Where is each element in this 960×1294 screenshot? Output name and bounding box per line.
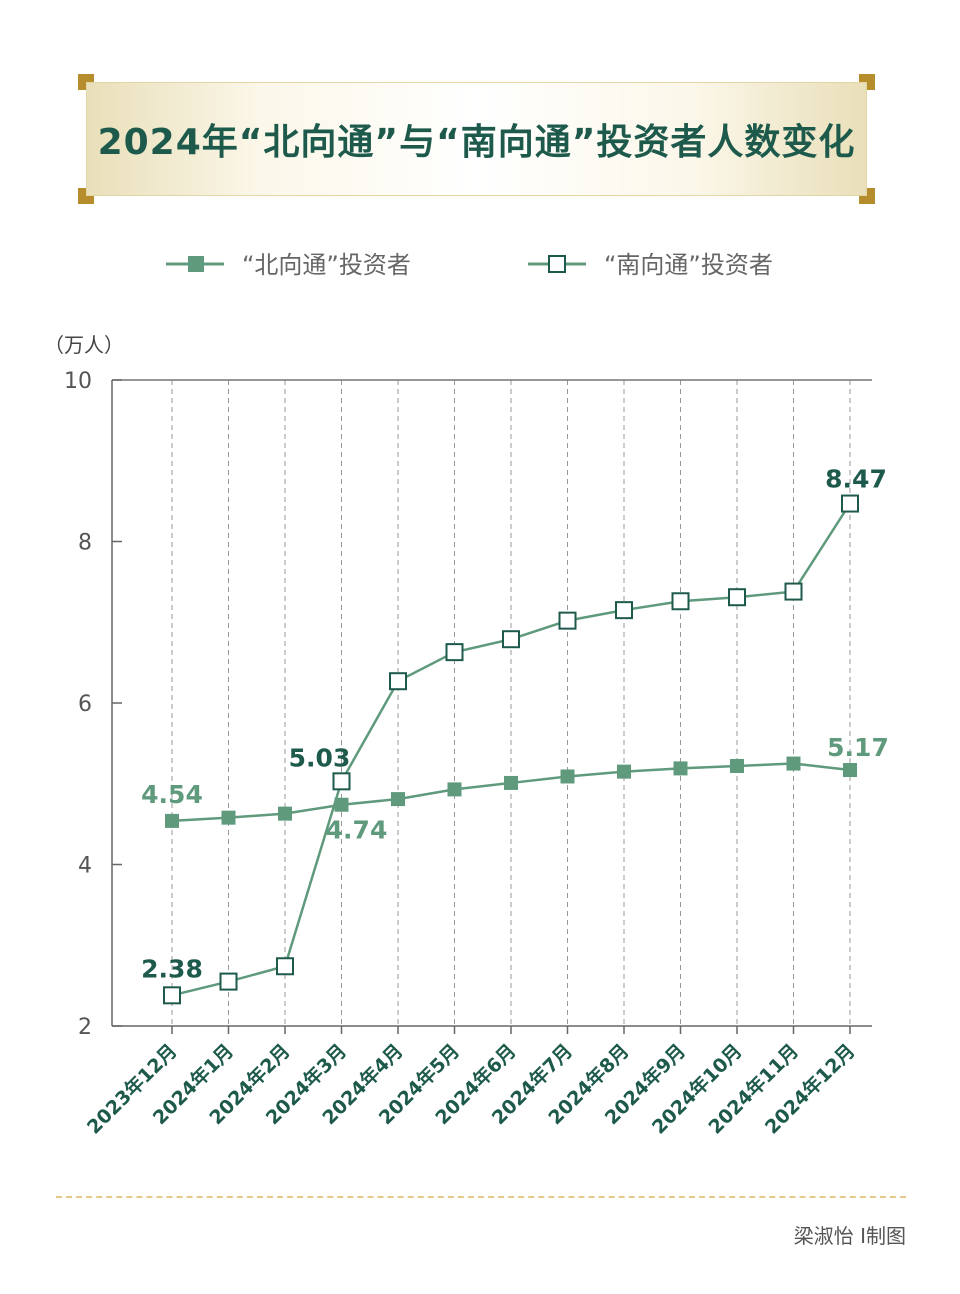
- point-s0-12: [843, 763, 857, 778]
- data-label-s0-3: 4.74: [326, 816, 388, 845]
- point-s1-3: [332, 772, 351, 791]
- point-s1-4: [389, 672, 407, 691]
- point-s0-11: [786, 756, 801, 771]
- data-label-s0-0: 4.54: [141, 780, 203, 809]
- point-s0-1: [221, 810, 236, 825]
- point-s1-11: [784, 582, 803, 601]
- point-s1-2: [276, 957, 294, 976]
- point-s1-10: [728, 588, 746, 607]
- grid-lines: [171, 380, 851, 1026]
- data-labels: 4.54 4.74 5.17 2.38 5.03 8.47: [141, 465, 889, 984]
- y-tick-label-0: 2: [78, 1015, 92, 1040]
- data-label-s1-12: 8.47: [825, 465, 887, 494]
- axes: （万人）2468102023年12月2024年1月2024年2月2024年3月2…: [44, 333, 872, 1138]
- point-s0-5: [447, 782, 462, 797]
- series-layer: [163, 494, 859, 1005]
- point-s0-2: [278, 806, 292, 821]
- y-tick-label-1: 4: [78, 854, 92, 879]
- legend-marker-1: [548, 255, 566, 273]
- y-tick-label-3: 8: [78, 531, 92, 556]
- y-tick-label-4: 10: [64, 369, 92, 394]
- point-s1-0: [163, 986, 181, 1005]
- point-s1-7: [558, 611, 577, 630]
- footer-divider: [56, 1196, 906, 1198]
- point-s1-12: [841, 494, 859, 513]
- point-s0-8: [617, 764, 631, 779]
- point-s1-5: [445, 643, 464, 662]
- point-s0-7: [560, 769, 575, 784]
- y-tick-label-2: 6: [78, 692, 92, 717]
- point-s1-8: [615, 601, 633, 620]
- data-label-s0-12: 5.17: [827, 733, 889, 762]
- legend-label-1: “南向通”投资者: [604, 251, 773, 279]
- data-label-s1-0: 2.38: [141, 954, 203, 983]
- credit-text: 梁淑怡 Ⅰ制图: [793, 1224, 906, 1248]
- point-s0-4: [391, 792, 405, 807]
- point-s1-6: [502, 630, 520, 649]
- point-s1-1: [219, 972, 238, 991]
- point-s0-6: [504, 775, 518, 790]
- point-s0-10: [730, 758, 744, 773]
- point-s0-0: [165, 813, 179, 828]
- legend-marker-0: [188, 256, 204, 272]
- title-banner: 2024年“北向通”与“南向通”投资者人数变化: [86, 82, 867, 196]
- point-s1-9: [671, 592, 690, 611]
- point-s0-9: [673, 761, 688, 776]
- y-axis-label: （万人）: [44, 333, 124, 357]
- data-label-s1-3: 5.03: [289, 743, 351, 772]
- line-chart: “北向通”投资者 “南向通”投资者 （万人）2468102023年12月2024年…: [44, 251, 889, 1138]
- chart-title: 2024年“北向通”与“南向通”投资者人数变化: [97, 122, 856, 163]
- legend-label-0: “北向通”投资者: [242, 251, 411, 279]
- point-s0-3: [334, 797, 349, 812]
- legend: “北向通”投资者 “南向通”投资者: [166, 251, 773, 279]
